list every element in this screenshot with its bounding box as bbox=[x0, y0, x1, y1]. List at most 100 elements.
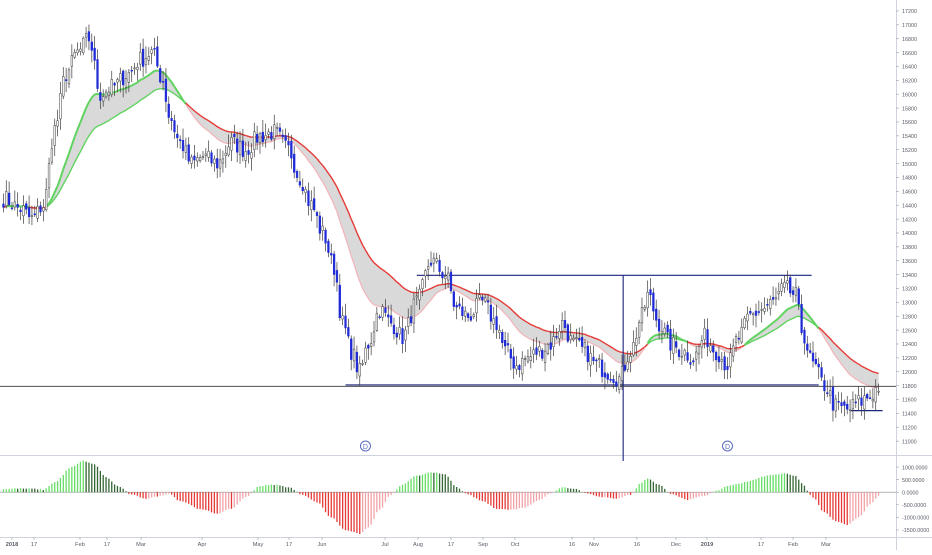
candle-body bbox=[450, 272, 452, 291]
candle-body bbox=[139, 52, 141, 64]
price-tick-label: 15600 bbox=[902, 120, 917, 126]
candle-body bbox=[741, 327, 743, 342]
candle-body bbox=[299, 182, 301, 186]
time-tick-label: Sep bbox=[478, 542, 488, 548]
candle-body bbox=[60, 94, 62, 119]
candle-body bbox=[37, 206, 39, 218]
candle-body bbox=[179, 140, 181, 141]
candle-body bbox=[345, 316, 347, 328]
ma-ribbon-fill bbox=[120, 89, 123, 113]
candle-body bbox=[624, 365, 626, 370]
time-tick-label: 2018 bbox=[6, 542, 18, 548]
candle-body bbox=[573, 338, 575, 340]
candle-body bbox=[74, 52, 76, 57]
candle-body bbox=[587, 346, 589, 362]
candle-body bbox=[80, 49, 82, 51]
candle-body bbox=[675, 342, 677, 348]
candle-body bbox=[576, 338, 578, 339]
candle-body bbox=[633, 342, 635, 355]
candle-body bbox=[239, 142, 241, 155]
candle-body bbox=[290, 141, 292, 158]
candle-body bbox=[755, 311, 757, 315]
candle-body bbox=[219, 160, 221, 168]
candle-body bbox=[245, 151, 247, 160]
ma-ribbon-fill bbox=[140, 79, 143, 101]
ma-slow-segment bbox=[288, 136, 291, 137]
ma-slow-segment bbox=[876, 373, 879, 374]
candle-body bbox=[490, 305, 492, 321]
candle-body bbox=[393, 325, 395, 334]
candle-body bbox=[601, 360, 603, 377]
ma-ribbon-fill bbox=[220, 128, 223, 142]
candle-body bbox=[832, 387, 834, 410]
candle-body bbox=[476, 298, 478, 312]
ma-fast-segment bbox=[263, 143, 266, 144]
candle-body bbox=[855, 402, 857, 403]
candle-body bbox=[872, 399, 874, 401]
candle-body bbox=[561, 320, 563, 331]
candle-body bbox=[404, 330, 406, 340]
candle-body bbox=[319, 216, 321, 233]
candle-body bbox=[48, 163, 50, 187]
ma-slow-segment bbox=[226, 131, 229, 132]
ma-slow-segment bbox=[873, 372, 876, 373]
candle-body bbox=[744, 318, 746, 327]
candle-body bbox=[453, 292, 455, 307]
ma-fast-segment bbox=[249, 146, 252, 147]
ma-ribbon-fill bbox=[619, 352, 622, 363]
ma-ribbon-fill bbox=[864, 368, 867, 386]
dividend-marker-label: D bbox=[363, 444, 368, 451]
time-tick-label: Dec bbox=[671, 542, 681, 548]
candle-body bbox=[658, 319, 660, 331]
price-tick-label: 11400 bbox=[902, 412, 917, 418]
price-tick-label: 13200 bbox=[902, 287, 917, 293]
candle-body bbox=[350, 339, 352, 360]
ma-ribbon-fill bbox=[534, 326, 537, 342]
ma-slow-segment bbox=[653, 339, 656, 340]
candle-body bbox=[370, 344, 372, 347]
candle-body bbox=[31, 216, 33, 217]
candle-body bbox=[236, 139, 238, 152]
candle-body bbox=[786, 281, 788, 283]
ma-slow-segment bbox=[536, 327, 539, 328]
ma-fast-segment bbox=[653, 335, 656, 336]
candle-body bbox=[208, 151, 210, 157]
candle-body bbox=[852, 399, 854, 408]
ma-fast-segment bbox=[117, 90, 120, 92]
ma-slow-segment bbox=[457, 286, 460, 287]
candle-body bbox=[715, 352, 717, 360]
candle-body bbox=[268, 132, 270, 134]
candle-body bbox=[510, 349, 512, 358]
candle-body bbox=[379, 317, 381, 318]
candle-body bbox=[701, 341, 703, 347]
ma-fast-segment bbox=[790, 307, 793, 308]
candle-body bbox=[695, 352, 697, 359]
ma-ribbon-fill bbox=[525, 321, 528, 338]
candle-body bbox=[228, 147, 230, 155]
candle-body bbox=[687, 353, 689, 361]
candle-body bbox=[692, 361, 694, 362]
ma-slow-segment bbox=[685, 341, 688, 342]
ma-slow-segment bbox=[596, 339, 599, 340]
candle-body bbox=[54, 126, 56, 146]
candle-body bbox=[119, 74, 121, 82]
ma-ribbon-fill bbox=[371, 259, 374, 305]
candle-body bbox=[710, 346, 712, 351]
ma-slow-segment bbox=[579, 333, 582, 334]
ma-ribbon-fill bbox=[246, 136, 249, 146]
candle-body bbox=[154, 48, 156, 49]
candle-body bbox=[792, 291, 794, 295]
candle-body bbox=[17, 204, 19, 207]
price-tick-label: 12000 bbox=[902, 370, 917, 376]
ma-ribbon-fill bbox=[861, 366, 864, 384]
price-tick-label: 13600 bbox=[902, 259, 917, 265]
candle-body bbox=[231, 137, 233, 150]
candle-body bbox=[521, 358, 523, 373]
ma-ribbon-fill bbox=[112, 92, 115, 118]
candle-body bbox=[481, 297, 483, 300]
candle-body bbox=[156, 47, 158, 66]
price-tick-label: 16400 bbox=[902, 65, 917, 71]
osc-tick-label: 1000.0000 bbox=[902, 465, 927, 471]
candle-body bbox=[88, 32, 90, 41]
